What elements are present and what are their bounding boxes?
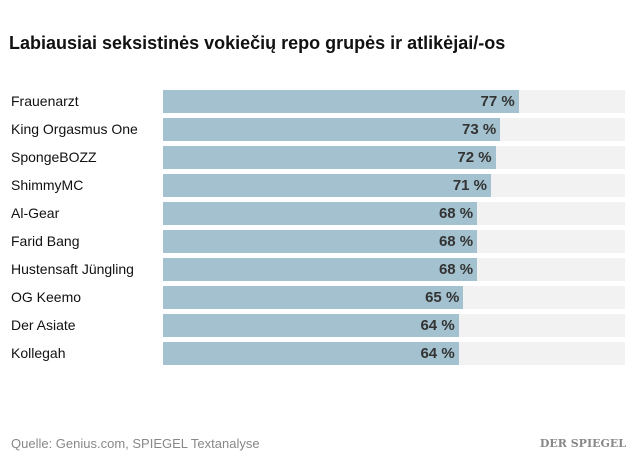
data-label: 64 % [420,317,455,334]
bar [163,174,492,197]
data-label: 68 % [438,205,474,222]
bar [163,286,464,309]
category-label: Al-Gear [11,205,60,221]
category-label: Kollegah [11,345,66,361]
category-label: Der Asiate [11,317,76,333]
bar [163,314,459,337]
bar [163,146,496,169]
category-label: Farid Bang [11,233,80,249]
data-label: 72 % [457,149,492,166]
bar [163,202,478,225]
bar [163,258,478,281]
bar [163,90,519,113]
category-label: King Orgasmus One [11,121,138,137]
chart-title: Labiausiai seksistinės vokiečių repo gru… [9,33,506,53]
bar [163,118,501,141]
source-note: Quelle: Genius.com, SPIEGEL Textanalyse [11,436,260,451]
der-spiegel-logo: DER SPIEGEL [539,437,626,450]
data-label: 68 % [438,261,474,278]
data-label: 65 % [425,289,460,306]
data-label: 68 % [438,233,474,250]
category-label: ShimmyMC [11,177,84,193]
bar [163,342,459,365]
bar [163,230,478,253]
category-label: Hustensaft Jüngling [11,261,134,277]
category-label: SpongeBOZZ [11,149,97,165]
category-label: OG Keemo [11,289,82,305]
data-label: 77 % [480,93,515,110]
data-label: 71 % [452,177,488,194]
data-label: 73 % [462,121,497,138]
data-label: 64 % [420,345,455,362]
category-label: Frauenarzt [11,93,79,109]
